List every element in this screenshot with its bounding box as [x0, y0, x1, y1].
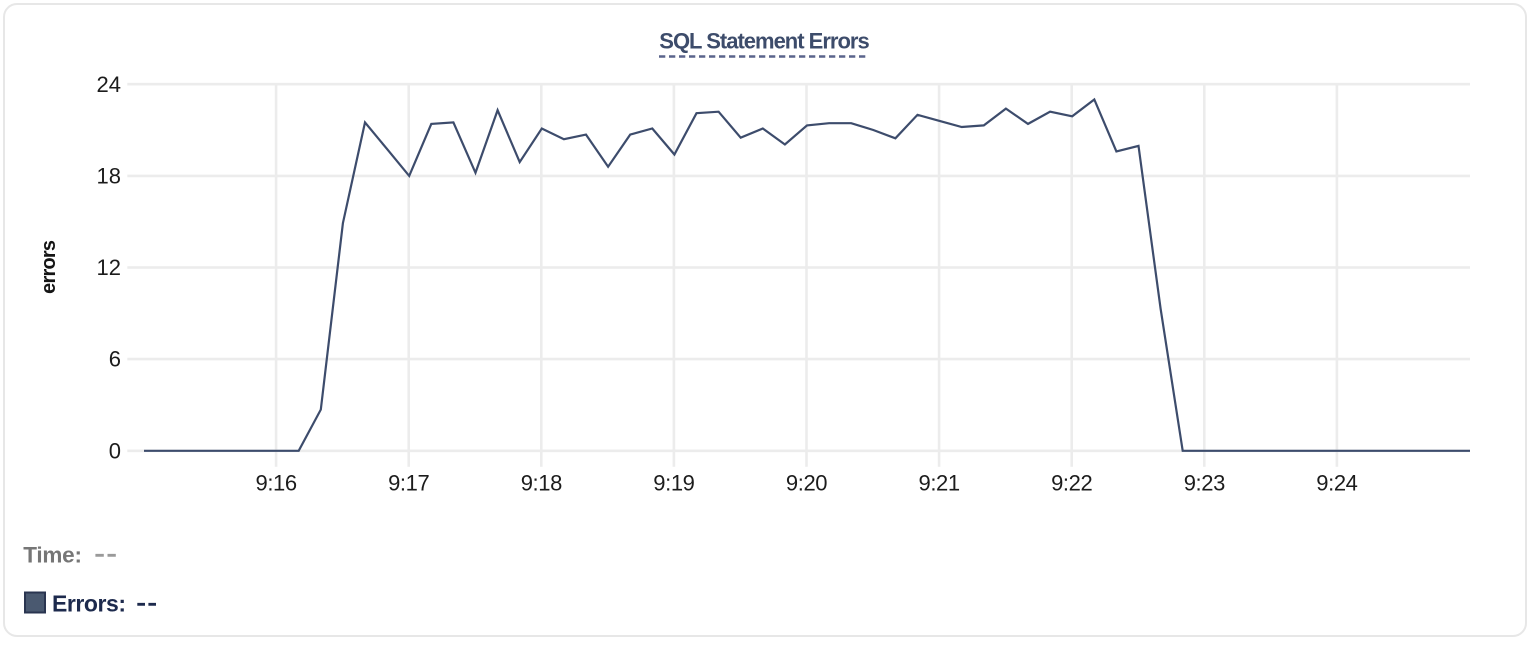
- svg-text:9:22: 9:22: [1051, 470, 1092, 495]
- svg-text:errors: errors: [38, 240, 60, 294]
- svg-text:9:23: 9:23: [1184, 470, 1225, 495]
- svg-text:9:17: 9:17: [388, 470, 429, 495]
- svg-text:Time:: Time:: [23, 543, 82, 568]
- svg-text:9:20: 9:20: [786, 470, 827, 495]
- svg-text:12: 12: [97, 255, 121, 280]
- svg-text:0: 0: [109, 438, 121, 463]
- svg-text:9:19: 9:19: [653, 470, 694, 495]
- svg-text:9:24: 9:24: [1316, 470, 1357, 495]
- svg-text:SQL Statement Errors: SQL Statement Errors: [659, 28, 869, 53]
- svg-text:Errors:: Errors:: [52, 590, 126, 616]
- svg-text:24: 24: [97, 72, 121, 97]
- svg-text:9:21: 9:21: [918, 470, 959, 495]
- svg-text:9:18: 9:18: [521, 470, 562, 495]
- svg-text:18: 18: [97, 164, 121, 189]
- svg-text:9:16: 9:16: [255, 470, 296, 495]
- svg-text:6: 6: [109, 347, 121, 372]
